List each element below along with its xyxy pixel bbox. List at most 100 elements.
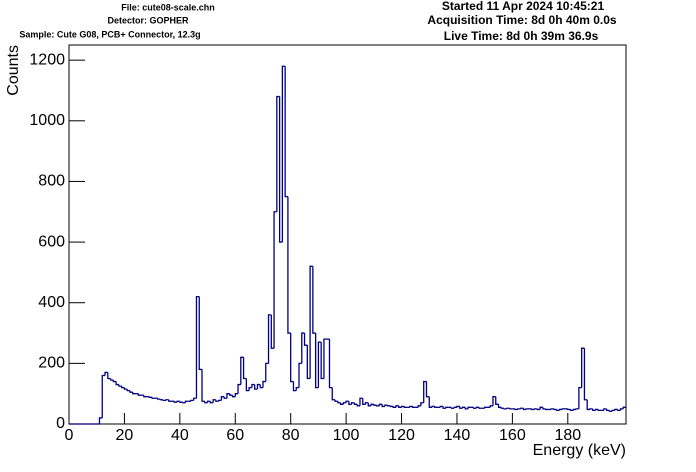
histogram-bin xyxy=(162,399,166,401)
histogram-bin xyxy=(614,408,618,411)
histogram-bin xyxy=(387,405,391,407)
histogram-bin xyxy=(198,296,203,371)
histogram-bin xyxy=(104,371,108,376)
histogram-bin xyxy=(453,406,457,409)
histogram-bin xyxy=(179,401,183,403)
histogram-bin xyxy=(168,399,172,402)
histogram-bin xyxy=(245,378,250,392)
histogram-bin xyxy=(384,404,388,407)
histogram-bin xyxy=(226,393,230,399)
histogram-bin xyxy=(101,374,106,418)
histogram-bin xyxy=(148,396,153,398)
histogram-bin xyxy=(461,406,466,409)
histogram-bin xyxy=(320,342,324,380)
histogram-bin xyxy=(223,396,227,399)
histogram-bin xyxy=(98,417,103,424)
histogram-bin xyxy=(503,408,507,410)
x-tick-label: 140 xyxy=(444,427,471,444)
histogram-bin xyxy=(556,409,560,412)
histogram-bin xyxy=(592,408,596,412)
histogram-bin xyxy=(578,386,582,409)
histogram-bin xyxy=(589,408,593,410)
histogram-bin xyxy=(248,386,252,391)
histogram-bin xyxy=(292,381,297,392)
histogram-bin xyxy=(611,409,615,412)
histogram-bin xyxy=(298,362,302,388)
y-tick-label: 1200 xyxy=(29,51,65,68)
histogram-bin xyxy=(217,399,222,402)
histogram-bin xyxy=(586,399,590,411)
histogram-bin xyxy=(400,405,405,408)
histogram-bin xyxy=(157,398,161,400)
histogram-bin xyxy=(417,405,421,408)
histogram-bin xyxy=(323,338,327,379)
histogram-bin xyxy=(267,314,272,364)
histogram-bin xyxy=(500,407,505,409)
histogram-bin xyxy=(514,408,518,411)
histogram-bin xyxy=(276,95,280,212)
x-tick-label: 40 xyxy=(171,427,189,444)
histogram-bin xyxy=(129,390,133,393)
histogram-bin xyxy=(195,296,200,399)
histogram-bin xyxy=(151,397,155,399)
histogram-bin xyxy=(143,395,147,398)
histogram-bin xyxy=(367,402,372,407)
x-axis-label: Energy (keV) xyxy=(533,442,626,459)
histogram-bin xyxy=(508,408,513,410)
histogram-bin xyxy=(278,96,283,243)
x-tick-label: 160 xyxy=(499,427,526,444)
histogram-bin xyxy=(265,362,269,382)
histogram-bin xyxy=(425,381,430,398)
histogram-bin xyxy=(420,402,424,406)
histogram-bin xyxy=(184,400,189,403)
histogram-bin xyxy=(544,408,549,411)
histogram-bin xyxy=(525,408,530,410)
histogram-bin xyxy=(553,408,557,411)
histogram-bin xyxy=(353,402,358,405)
histogram-bin xyxy=(159,399,164,401)
histogram-bin xyxy=(478,407,482,409)
histogram-bin xyxy=(345,400,349,403)
histogram-bin xyxy=(348,401,352,405)
histogram-bin xyxy=(290,333,294,383)
histogram-bin xyxy=(567,408,571,411)
histogram-bin xyxy=(121,386,125,389)
histogram-bin xyxy=(489,405,493,408)
histogram-bin xyxy=(550,408,554,410)
histogram-bin xyxy=(594,408,599,411)
histogram-bin xyxy=(237,383,241,394)
histogram-bin xyxy=(262,380,266,388)
histogram-bin xyxy=(112,380,117,383)
histogram-bin xyxy=(190,399,194,402)
histogram-bin xyxy=(411,406,416,408)
histogram-bin xyxy=(434,406,438,408)
histogram-bin xyxy=(531,408,535,411)
histogram-bin xyxy=(342,402,347,405)
histogram-bin xyxy=(495,396,499,405)
acquisition-label: Acquisition Time: 8d 0h 40m 0.0s xyxy=(427,13,616,27)
histogram-bin xyxy=(287,196,291,334)
histogram-bin xyxy=(337,401,341,404)
histogram-bin xyxy=(597,409,602,412)
histogram-bin xyxy=(492,396,496,406)
histogram-bin xyxy=(231,395,236,398)
y-axis-label: Counts xyxy=(5,45,22,96)
histogram-bin xyxy=(520,407,524,409)
histogram-bin xyxy=(536,408,541,411)
histogram-bin xyxy=(314,333,319,389)
histogram-bin xyxy=(212,399,216,403)
y-tick-label: 800 xyxy=(38,173,65,190)
histogram-bin xyxy=(617,409,621,412)
histogram-bin xyxy=(165,399,169,401)
histogram-bin xyxy=(395,405,399,408)
histogram-bin xyxy=(392,406,396,408)
histogram-bin xyxy=(497,404,502,408)
histogram-bin xyxy=(467,406,471,409)
y-tick-label: 0 xyxy=(56,415,65,432)
histogram-bin xyxy=(240,356,244,385)
histogram-bin xyxy=(409,405,413,408)
histogram-bin xyxy=(364,402,369,405)
histogram-bin xyxy=(259,384,263,389)
